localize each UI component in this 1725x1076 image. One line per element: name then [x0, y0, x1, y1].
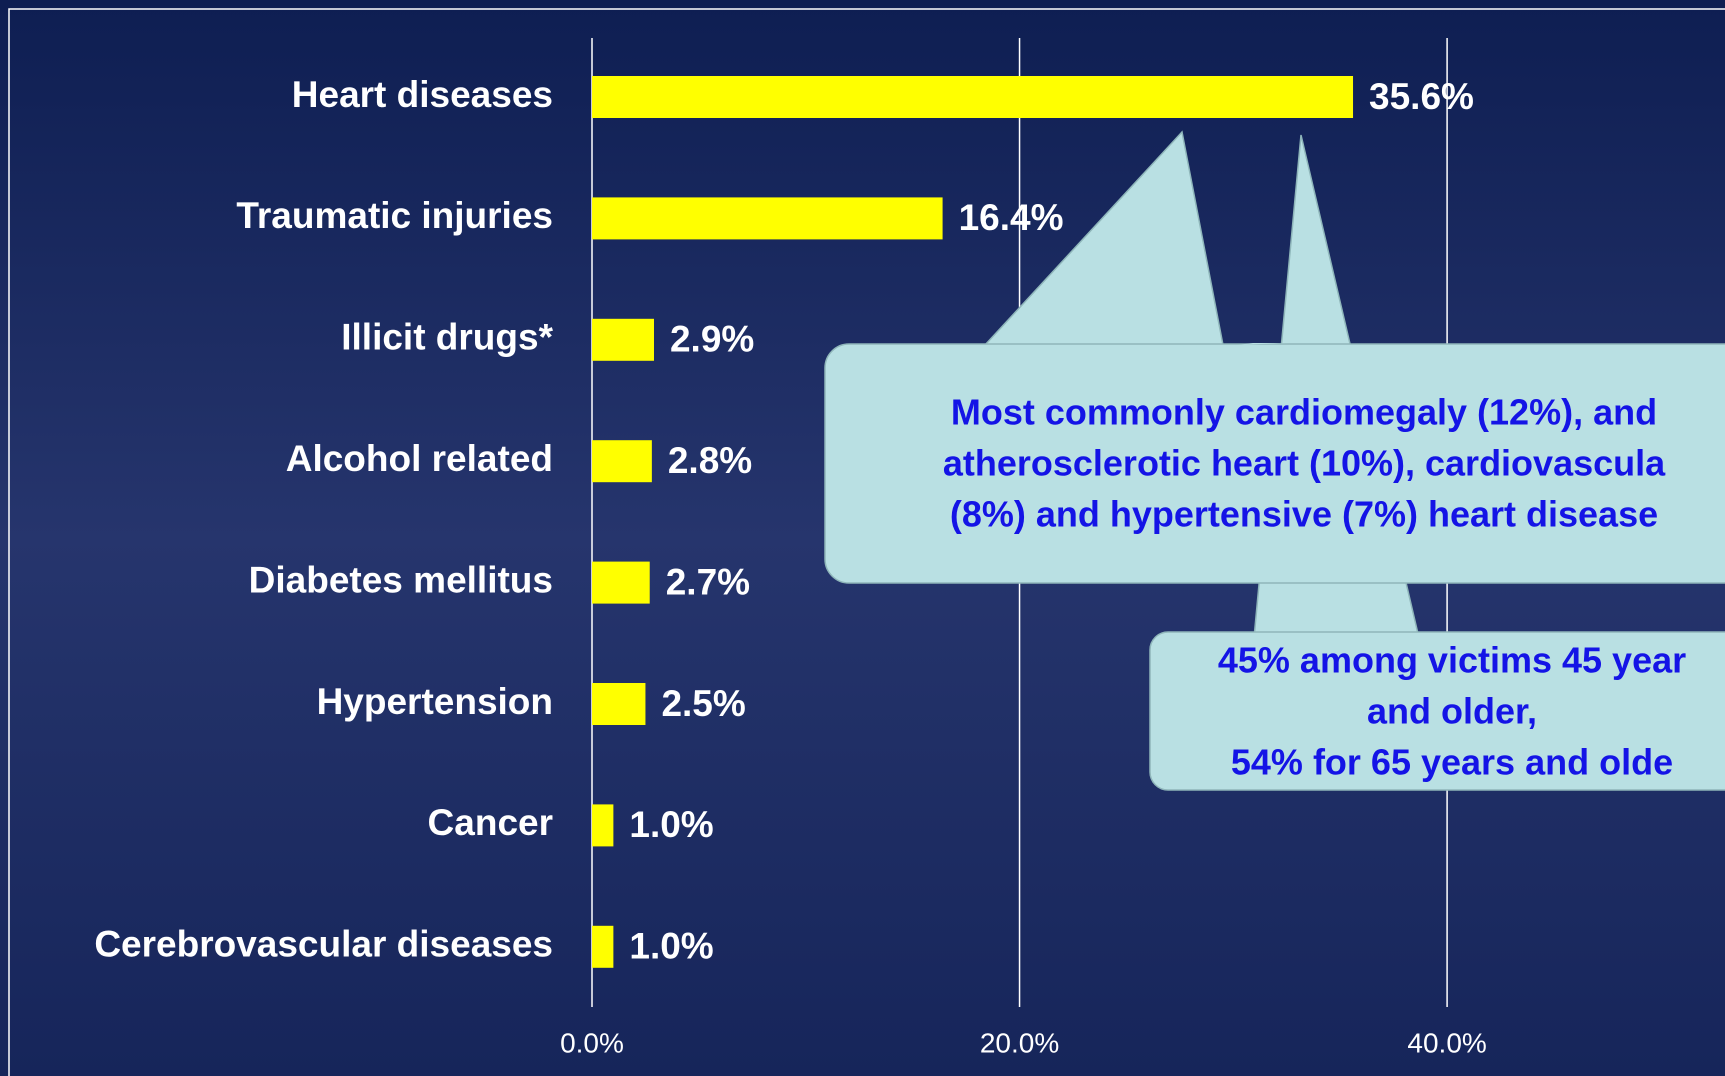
annotation-line: (8%) and hypertensive (7%) heart disease — [950, 494, 1658, 535]
value-label: 2.7% — [666, 561, 750, 602]
callout-box — [1149, 631, 1725, 791]
callout-box — [824, 343, 1725, 584]
annotation-line: Most commonly cardiomegaly (12%), and — [951, 392, 1657, 433]
value-label: 1.0% — [629, 926, 713, 967]
value-label: 2.8% — [668, 440, 752, 481]
x-tick-label: 0.0% — [560, 1027, 624, 1058]
y-tick-label: Alcohol related — [286, 438, 553, 479]
value-label: 2.9% — [670, 319, 754, 360]
bar — [592, 804, 614, 847]
bar — [592, 561, 650, 604]
bar — [592, 683, 646, 725]
y-tick-label: Illicit drugs* — [341, 317, 553, 358]
bar — [592, 318, 654, 361]
frame — [8, 8, 1725, 1076]
value-label: 1.0% — [629, 804, 713, 845]
annotation-line: atherosclerotic heart (10%), cardiovascu… — [943, 443, 1666, 484]
value-label: 35.6% — [1369, 76, 1474, 117]
bar — [592, 925, 614, 968]
bar — [592, 76, 1354, 118]
value-label: 2.5% — [661, 683, 745, 724]
y-tick-label: Traumatic injuries — [236, 195, 553, 236]
y-tick-label: Hypertension — [317, 681, 553, 722]
annotation-line: and older, — [1367, 691, 1537, 732]
value-label: 16.4% — [959, 197, 1064, 238]
y-tick-label: Cerebrovascular diseases — [94, 924, 553, 965]
x-tick-label: 40.0% — [1407, 1027, 1486, 1058]
x-tick-label: 20.0% — [980, 1027, 1059, 1058]
bar — [592, 440, 652, 483]
annotation-line: 45% among victims 45 year — [1218, 640, 1686, 681]
y-tick-label: Cancer — [428, 802, 553, 843]
y-tick-label: Heart diseases — [292, 74, 553, 115]
callout-joint — [1183, 343, 1288, 347]
bar — [592, 197, 943, 240]
y-tick-label: Diabetes mellitus — [249, 559, 553, 600]
annotation-line: 54% for 65 years and olde — [1231, 742, 1673, 783]
